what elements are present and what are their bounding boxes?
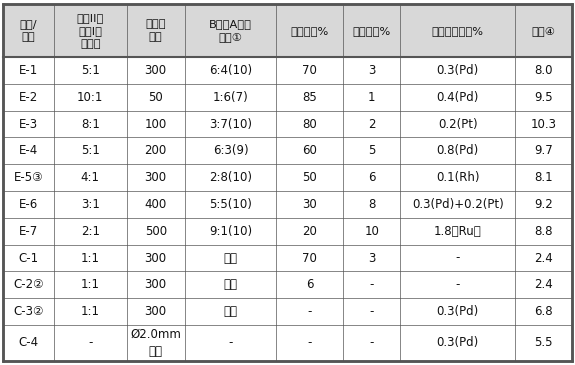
Text: 编号/
项目: 编号/ 项目: [20, 19, 37, 42]
Text: E-5③: E-5③: [13, 171, 43, 184]
Text: 8.1: 8.1: [534, 171, 553, 184]
Text: E-1: E-1: [18, 64, 38, 77]
Text: E-3: E-3: [19, 118, 38, 131]
Text: 6:3(9): 6:3(9): [213, 145, 248, 157]
Text: Ø2.0mm
颗粒: Ø2.0mm 颗粒: [131, 328, 181, 358]
Text: 9.7: 9.7: [534, 145, 553, 157]
Text: E-2: E-2: [18, 91, 38, 104]
Text: 1:1: 1:1: [81, 305, 100, 318]
Text: 1.8（Ru）: 1.8（Ru）: [434, 225, 482, 238]
Text: 9:1(10): 9:1(10): [209, 225, 252, 238]
Text: 3: 3: [368, 64, 375, 77]
Text: -: -: [228, 336, 233, 349]
Text: 300: 300: [145, 278, 167, 291]
Text: 0.8(Pd): 0.8(Pd): [436, 145, 479, 157]
Text: 50: 50: [148, 91, 163, 104]
Text: 30: 30: [302, 198, 317, 211]
Text: 5: 5: [368, 145, 375, 157]
Text: 2:8(10): 2:8(10): [209, 171, 252, 184]
Text: 20: 20: [302, 225, 317, 238]
Text: 85: 85: [302, 91, 317, 104]
Text: 3:1: 3:1: [81, 198, 99, 211]
Text: 6:4(10): 6:4(10): [209, 64, 252, 77]
Text: -: -: [88, 336, 93, 349]
Text: -: -: [455, 251, 460, 265]
Text: 6: 6: [368, 171, 375, 184]
Text: 5:5(10): 5:5(10): [209, 198, 252, 211]
Text: 60: 60: [302, 145, 317, 157]
Text: E-4: E-4: [18, 145, 38, 157]
Text: 80: 80: [302, 118, 317, 131]
Text: -: -: [308, 305, 312, 318]
Text: C-4: C-4: [18, 336, 39, 349]
Text: 500: 500: [145, 225, 167, 238]
Text: 300: 300: [145, 64, 167, 77]
Text: 氧化镍，%: 氧化镍，%: [291, 26, 329, 36]
Text: 300: 300: [145, 171, 167, 184]
Text: 6.8: 6.8: [534, 305, 553, 318]
Text: 1:6(7): 1:6(7): [213, 91, 248, 104]
Text: 0.3(Pd): 0.3(Pd): [436, 336, 479, 349]
Text: 全部: 全部: [224, 251, 237, 265]
Text: 1:1: 1:1: [81, 251, 100, 265]
Text: 0.3(Pd): 0.3(Pd): [436, 305, 479, 318]
Text: 催化剂
目数: 催化剂 目数: [145, 19, 166, 42]
Text: 300: 300: [145, 251, 167, 265]
Text: 5:1: 5:1: [81, 64, 99, 77]
Text: 8: 8: [368, 198, 375, 211]
Text: C-3②: C-3②: [13, 305, 44, 318]
Text: 0.3(Pd): 0.3(Pd): [436, 64, 479, 77]
Text: 9.5: 9.5: [534, 91, 553, 104]
Text: 200: 200: [144, 145, 167, 157]
Text: 0.3(Pd)+0.2(Pt): 0.3(Pd)+0.2(Pt): [412, 198, 504, 211]
Text: 贵金属含量，%: 贵金属含量，%: [432, 26, 484, 36]
Text: -: -: [370, 305, 374, 318]
Text: 10.3: 10.3: [531, 118, 557, 131]
Text: 0.4(Pd): 0.4(Pd): [436, 91, 479, 104]
Text: 1:1: 1:1: [81, 278, 100, 291]
Text: -: -: [370, 336, 374, 349]
Text: 6: 6: [306, 278, 313, 291]
Text: 5.5: 5.5: [534, 336, 553, 349]
Text: 70: 70: [302, 64, 317, 77]
Text: 1: 1: [368, 91, 375, 104]
Text: 8.8: 8.8: [534, 225, 553, 238]
Text: 50: 50: [302, 171, 317, 184]
Text: 2: 2: [368, 118, 375, 131]
Text: E-7: E-7: [18, 225, 38, 238]
Text: 2.4: 2.4: [534, 251, 553, 265]
Text: 3: 3: [368, 251, 375, 265]
Text: 4:1: 4:1: [81, 171, 100, 184]
Text: 400: 400: [144, 198, 167, 211]
Text: 10:1: 10:1: [77, 91, 104, 104]
Text: -: -: [308, 336, 312, 349]
Text: -: -: [455, 278, 460, 291]
Text: 300: 300: [145, 305, 167, 318]
Text: 2.4: 2.4: [534, 278, 553, 291]
Text: 全部: 全部: [224, 305, 237, 318]
Text: 8.0: 8.0: [534, 64, 553, 77]
Text: 5:1: 5:1: [81, 145, 99, 157]
Text: -: -: [370, 278, 374, 291]
Text: 70: 70: [302, 251, 317, 265]
Text: 0.2(Pt): 0.2(Pt): [438, 118, 477, 131]
Text: 开口II和
开口I的
面积比: 开口II和 开口I的 面积比: [76, 12, 104, 49]
Bar: [3, 4, 572, 57]
Text: 2:1: 2:1: [81, 225, 100, 238]
Text: C-1: C-1: [18, 251, 39, 265]
Text: 氧化钼，%: 氧化钼，%: [352, 26, 391, 36]
Text: 3:7(10): 3:7(10): [209, 118, 252, 131]
Text: B区域A区的
比例①: B区域A区的 比例①: [209, 19, 252, 42]
Text: 0.1(Rh): 0.1(Rh): [436, 171, 480, 184]
Text: C-2②: C-2②: [13, 278, 44, 291]
Text: 10: 10: [365, 225, 380, 238]
Text: 9.2: 9.2: [534, 198, 553, 211]
Text: 100: 100: [144, 118, 167, 131]
Text: 全部: 全部: [224, 278, 237, 291]
Text: E-6: E-6: [18, 198, 38, 211]
Text: 氢效④: 氢效④: [532, 26, 555, 36]
Text: 8:1: 8:1: [81, 118, 99, 131]
